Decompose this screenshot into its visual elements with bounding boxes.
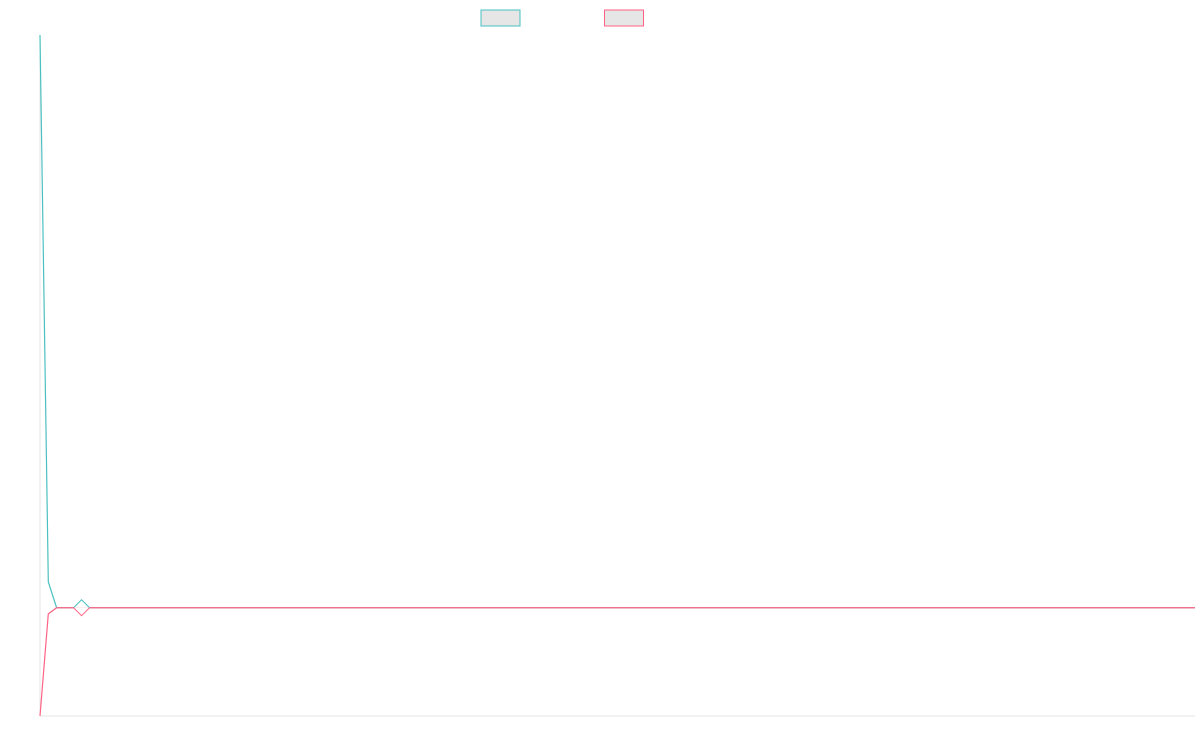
active-point xyxy=(73,599,90,609)
active-point xyxy=(73,607,90,617)
series-line xyxy=(39,34,1195,609)
legend-swatch[interactable] xyxy=(480,9,521,27)
legend-swatch[interactable] xyxy=(604,9,644,27)
series-line xyxy=(39,607,1195,717)
